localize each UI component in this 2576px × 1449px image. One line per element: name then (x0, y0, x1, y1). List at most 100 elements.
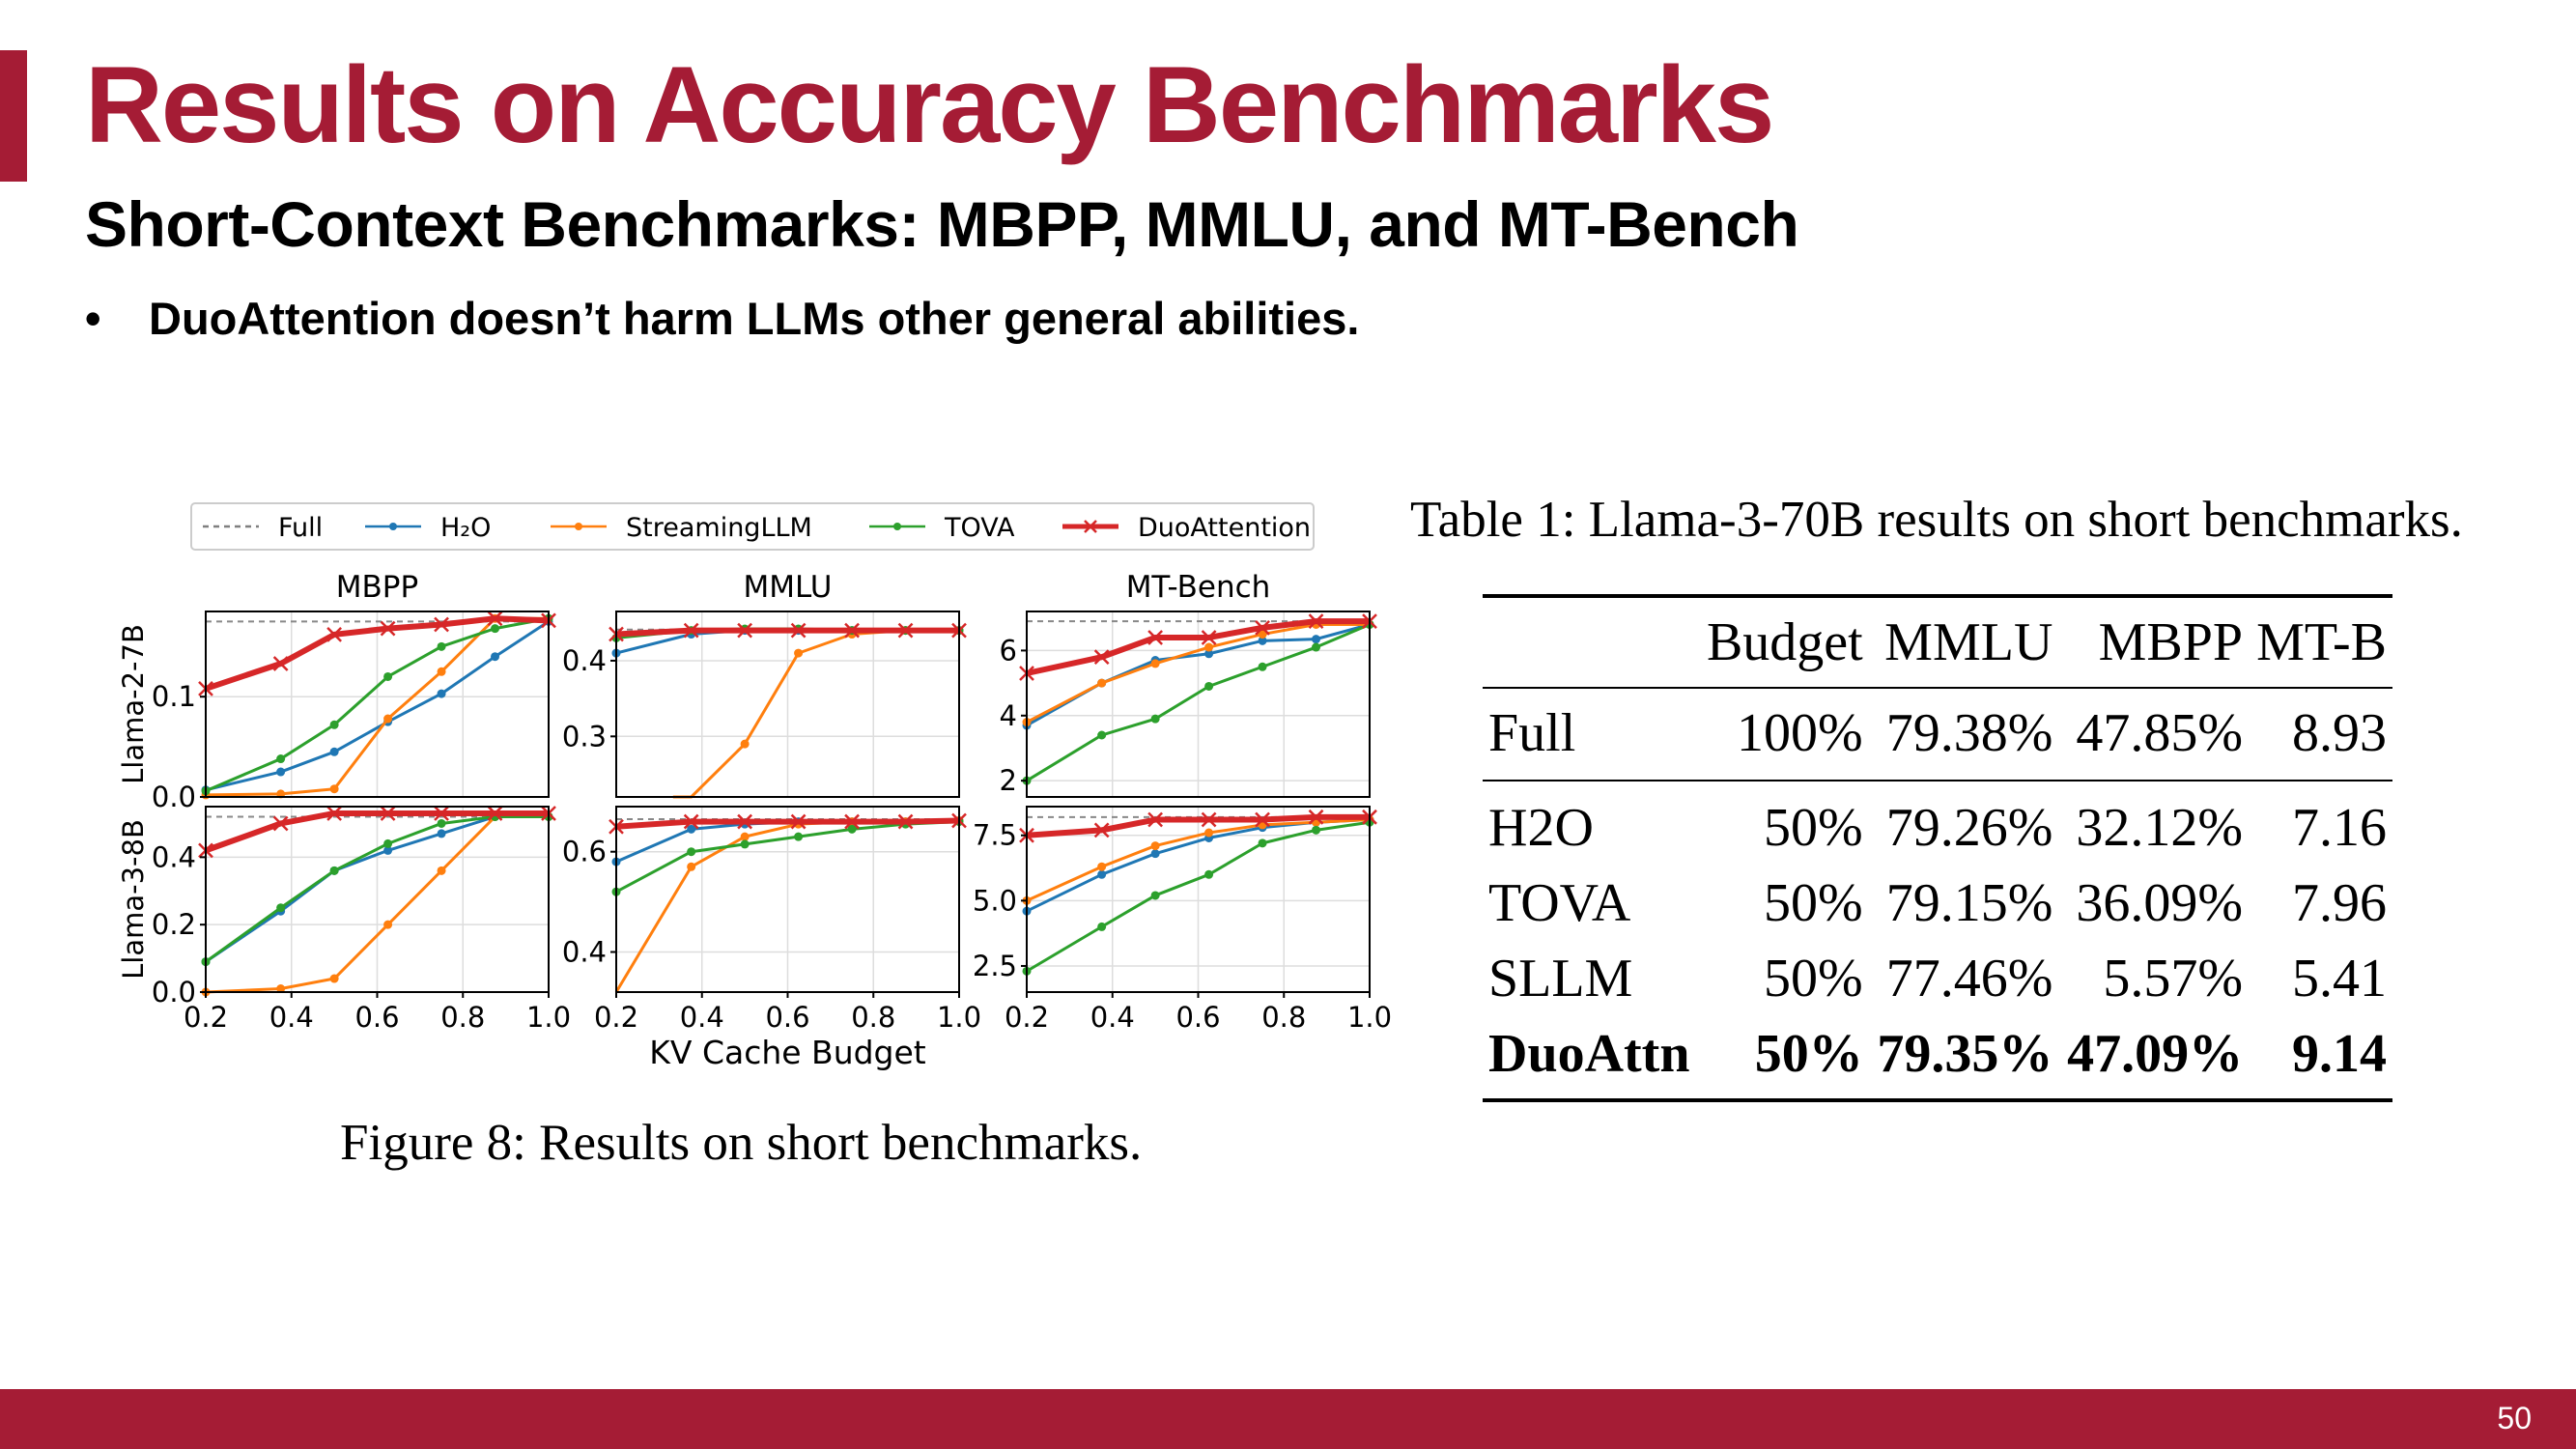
data-point (844, 622, 860, 639)
data-point (687, 824, 696, 834)
data-point (437, 667, 446, 676)
table-cell: 79.15% (1885, 873, 2053, 933)
x-tick-label: 0.2 (594, 1001, 638, 1034)
data-point (437, 818, 446, 828)
table-cell: 50% (1754, 1024, 1863, 1084)
subplot-panel (1019, 806, 1377, 998)
x-tick-label: 0.4 (269, 1001, 314, 1034)
data-point (1097, 678, 1107, 688)
data-point (491, 652, 500, 662)
header-cell: MBPP (2098, 612, 2244, 672)
page-number: 50 (2497, 1401, 2532, 1435)
data-point (683, 813, 699, 830)
data-point (329, 747, 339, 756)
data-point (1255, 619, 1270, 636)
table-cell: H2O (1488, 798, 1594, 858)
legend-marker (575, 523, 582, 530)
subplot-panel (198, 611, 556, 800)
legend-marker (1084, 520, 1097, 533)
y-tick-label: 5.0 (973, 884, 1017, 917)
data-point (737, 813, 753, 830)
y-tick-label: 2 (1000, 764, 1017, 797)
data-point (329, 866, 339, 875)
data-point (687, 847, 696, 857)
data-point (434, 616, 449, 633)
data-point (1308, 809, 1324, 825)
data-point (1097, 862, 1107, 871)
legend-label: StreamingLLM (626, 513, 812, 543)
data-point (683, 622, 699, 639)
column-title: MBPP (336, 570, 418, 605)
data-point (897, 813, 914, 830)
table-cell: 47.09% (2067, 1024, 2244, 1084)
legend-label: Full (278, 513, 323, 543)
y-tick-label: 0.1 (152, 680, 196, 713)
data-point (491, 624, 500, 634)
data-point (1093, 822, 1110, 838)
data-point (1201, 811, 1217, 828)
data-point (1312, 825, 1321, 835)
data-point (487, 806, 503, 821)
y-tick-label: 0.4 (562, 935, 607, 968)
table-cell: 79.35% (1877, 1024, 2053, 1084)
legend-box (190, 502, 1315, 551)
data-point (844, 813, 860, 830)
data-point (383, 920, 393, 929)
table-cell: 5.57% (2103, 949, 2244, 1009)
y-tick-label: 0.6 (562, 836, 607, 868)
x-tick-label: 1.0 (1347, 1001, 1392, 1034)
y-tick-label: 0.4 (562, 644, 607, 677)
subplot-panel (609, 806, 967, 998)
data-point (1204, 649, 1214, 659)
data-point (1258, 838, 1267, 848)
table-cell: 32.12% (2076, 798, 2244, 858)
data-point (383, 671, 393, 681)
x-tick-label: 1.0 (937, 1001, 981, 1034)
data-point (1097, 922, 1107, 931)
x-tick-label: 0.8 (1261, 1001, 1306, 1034)
data-point (740, 739, 750, 749)
data-point (1097, 869, 1107, 879)
table-caption: Table 1: Llama-3-70B results on short be… (1410, 492, 2463, 548)
table-row-full: Full 100% 79.38% 47.85% 8.93 (1483, 688, 2392, 781)
results-chart: Full H₂O StreamingLLM TOVA DuoAttention MBPP M… (117, 502, 1392, 1071)
table-cell: 9.14 (2292, 1024, 2387, 1084)
data-point (272, 815, 289, 832)
data-point (1312, 642, 1321, 652)
header-cell (1483, 596, 1699, 688)
table-cell: 100% (1737, 703, 1863, 763)
table-cell: 36.09% (2076, 873, 2244, 933)
legend-label: H₂O (440, 513, 491, 543)
table-cell: 8.93 (2292, 703, 2387, 763)
header-cell: MT-B (2256, 612, 2387, 672)
data-point (437, 866, 446, 875)
data-point (1258, 662, 1267, 671)
data-point (434, 806, 449, 821)
bullet-point: • DuoAttention doesn’t harm LLMs other ge… (85, 292, 1359, 345)
data-point (1204, 681, 1214, 691)
y-tick-label: 0.4 (152, 840, 196, 873)
legend-marker (389, 523, 397, 530)
table-row: H2O 50% 79.26% 32.12% 7.16 (1483, 781, 2392, 866)
legend-label: TOVA (944, 513, 1015, 543)
data-point (1204, 869, 1214, 879)
table-cell: TOVA (1488, 873, 1631, 933)
data-point (1150, 849, 1160, 859)
data-point (737, 622, 753, 639)
y-tick-label: 4 (1000, 699, 1017, 732)
x-tick-label: 0.4 (680, 1001, 724, 1034)
y-tick-label: 0.2 (152, 908, 196, 941)
data-point (276, 984, 286, 994)
x-axis-label: KV Cache Budget (649, 1034, 926, 1071)
x-tick-label: 1.0 (526, 1001, 571, 1034)
header-cell: MMLU (1884, 612, 2053, 672)
x-tick-label: 0.6 (765, 1001, 809, 1034)
header-cell: Budget (1706, 612, 1863, 672)
y-tick-label: 0.3 (562, 720, 607, 753)
table-row: TOVA 50% 79.15% 36.09% 7.96 (1483, 866, 2392, 941)
subplot-panel (198, 806, 556, 998)
data-point (897, 622, 914, 639)
table-cell: 77.46% (1885, 949, 2053, 1009)
data-point (329, 720, 339, 729)
legend-marker (893, 523, 901, 530)
